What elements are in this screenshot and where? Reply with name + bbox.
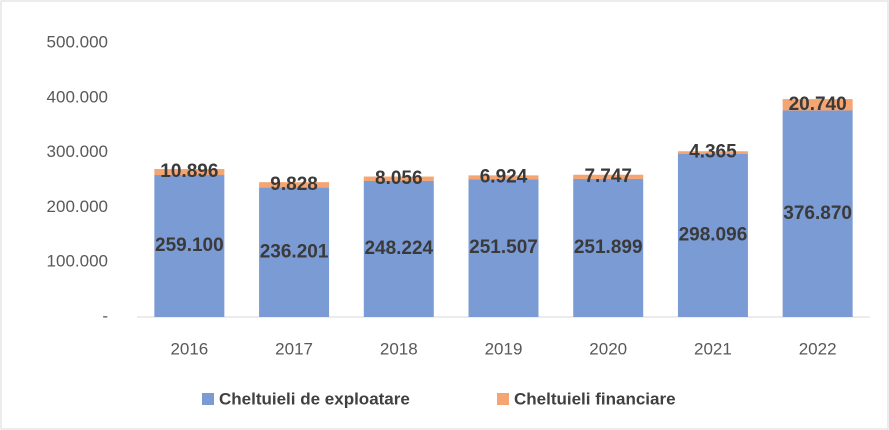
bar-segment: [154, 169, 225, 176]
bar-segment: [468, 179, 539, 317]
data-label: 4.365: [689, 141, 737, 162]
bar-segment: [573, 174, 644, 179]
bar-segment: [363, 180, 434, 317]
data-label: 6.924: [480, 166, 528, 187]
x-tick-label: 2016: [170, 339, 208, 358]
data-label: 259.100: [155, 235, 224, 256]
data-label: 7.747: [584, 166, 632, 187]
y-tick-label: 300.000: [47, 142, 108, 161]
y-tick-label: 400.000: [47, 87, 108, 106]
data-label: 298.096: [679, 224, 748, 245]
x-tick-label: 2021: [694, 339, 732, 358]
x-tick-label: 2020: [589, 339, 627, 358]
x-tick-label: 2019: [485, 339, 523, 358]
bar-segment: [677, 151, 748, 154]
bar-segment: [782, 99, 853, 111]
y-tick-label: -: [102, 306, 108, 325]
bar-segment: [573, 178, 644, 317]
data-label: 20.740: [789, 94, 847, 115]
data-label: 248.224: [364, 238, 433, 259]
bar-segment: [363, 176, 434, 181]
legend-label: Cheltuieli financiare: [514, 389, 676, 408]
data-label: 10.896: [160, 161, 218, 182]
bar-segment: [259, 187, 330, 317]
data-label: 251.507: [469, 237, 538, 258]
x-tick-label: 2022: [799, 339, 837, 358]
bar-segment: [154, 175, 225, 317]
bar-segment: [259, 182, 330, 188]
data-label: 251.899: [574, 237, 643, 258]
x-tick-label: 2018: [380, 339, 418, 358]
y-tick-label: 200.000: [47, 197, 108, 216]
legend-swatch: [202, 393, 214, 405]
data-label: 8.056: [375, 168, 423, 189]
x-tick-label: 2017: [275, 339, 313, 358]
bar-segment: [677, 153, 748, 317]
y-tick-label: 100.000: [47, 252, 108, 271]
data-label: 236.201: [260, 241, 329, 262]
bar-segment: [782, 110, 853, 317]
data-label: 9.828: [270, 174, 318, 195]
y-tick-label: 500.000: [47, 32, 108, 51]
data-label: 376.870: [783, 203, 852, 224]
legend-swatch: [497, 393, 509, 405]
legend-label: Cheltuieli de exploatare: [219, 389, 410, 408]
bar-segment: [468, 175, 539, 180]
